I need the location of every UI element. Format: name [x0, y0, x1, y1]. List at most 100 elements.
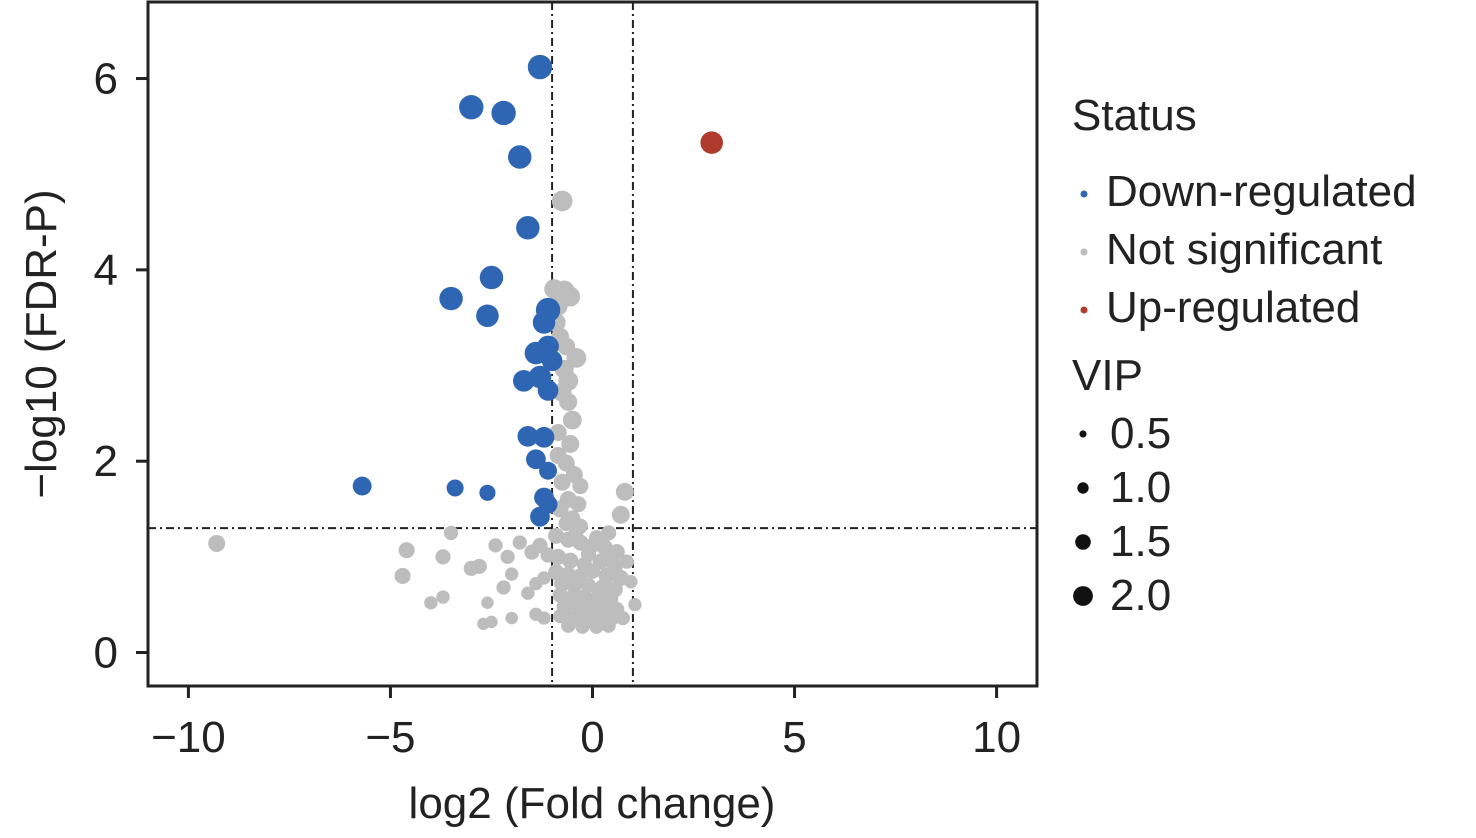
y-tick-label: 2: [94, 437, 118, 486]
point-not-significant: [575, 619, 590, 634]
legend-status-items: Down-regulated Not significant Up-regulate…: [1080, 167, 1417, 332]
point-not-significant: [580, 546, 597, 562]
point-down-regulated: [476, 304, 499, 328]
point-down-regulated: [446, 479, 464, 497]
point-down-regulated: [541, 350, 563, 372]
legend-status-title: Status: [1072, 91, 1197, 140]
point-not-significant: [628, 598, 642, 612]
legend-vip-dot: [1075, 534, 1091, 550]
point-not-significant: [624, 575, 638, 589]
y-axis: 0 2 4 6: [94, 55, 148, 678]
data-points: [208, 54, 723, 634]
x-tick-label: −5: [365, 713, 415, 762]
y-axis-title: −log10 (FDR-P): [17, 189, 66, 498]
point-up-regulated: [700, 131, 723, 154]
x-tick-label: −10: [151, 713, 226, 762]
point-not-significant: [500, 549, 515, 564]
legend: Status Down-regulated Not significant Up-r…: [1072, 91, 1417, 620]
point-not-significant: [471, 558, 487, 575]
point-not-significant: [552, 587, 568, 603]
point-down-regulated: [527, 54, 553, 80]
point-not-significant: [505, 567, 519, 581]
legend-swatch-down-regulated: [1080, 190, 1088, 198]
point-down-regulated: [526, 449, 546, 470]
point-not-significant: [435, 549, 451, 565]
legend-vip-dot: [1079, 430, 1087, 438]
point-not-significant: [554, 575, 571, 592]
point-down-regulated: [537, 380, 559, 401]
point-not-significant: [566, 577, 582, 594]
point-not-significant: [553, 473, 571, 491]
x-tick-label: 0: [580, 713, 604, 762]
legend-vip-label: 1.0: [1110, 463, 1171, 512]
point-not-significant: [589, 619, 604, 634]
point-down-regulated: [532, 311, 556, 334]
point-not-significant: [521, 586, 535, 600]
point-not-significant: [561, 618, 576, 633]
y-tick-label: 0: [94, 629, 118, 678]
point-not-significant: [588, 530, 605, 546]
point-not-significant: [566, 347, 587, 368]
point-not-significant: [601, 525, 617, 541]
point-down-regulated: [491, 100, 516, 126]
point-down-regulated: [479, 265, 504, 290]
legend-vip-dot: [1073, 586, 1093, 606]
point-down-regulated: [517, 425, 539, 447]
point-down-regulated: [352, 476, 372, 496]
legend-vip-label: 1.5: [1110, 517, 1171, 566]
point-not-significant: [562, 410, 582, 430]
point-not-significant: [548, 527, 565, 544]
point-not-significant: [603, 549, 619, 565]
legend-swatch-up-regulated: [1080, 306, 1088, 314]
point-down-regulated: [539, 461, 558, 480]
point-not-significant: [505, 611, 518, 625]
point-down-regulated: [479, 484, 496, 501]
point-not-significant: [611, 505, 630, 524]
point-not-significant: [615, 610, 630, 626]
point-not-significant: [561, 434, 580, 453]
point-not-significant: [551, 190, 573, 212]
point-not-significant: [537, 611, 551, 625]
legend-vip-items: 0.5 1.0 1.5 2.0: [1073, 409, 1171, 620]
x-tick-label: 5: [782, 713, 806, 762]
legend-label-up-regulated: Up-regulated: [1106, 283, 1360, 332]
point-not-significant: [568, 523, 584, 539]
y-tick-label: 6: [94, 55, 118, 104]
legend-vip-dot: [1077, 482, 1089, 494]
point-not-significant: [436, 590, 450, 604]
point-not-significant: [398, 542, 415, 559]
legend-swatch-not-significant: [1080, 248, 1088, 256]
point-down-regulated: [459, 95, 484, 120]
point-not-significant: [443, 525, 459, 541]
point-not-significant: [496, 580, 511, 595]
point-not-significant: [570, 496, 587, 513]
point-not-significant: [424, 596, 438, 610]
point-down-regulated: [508, 145, 532, 169]
legend-label-not-significant: Not significant: [1106, 225, 1382, 274]
point-down-regulated: [439, 286, 463, 311]
x-axis: −10 −5 0 5 10: [151, 686, 1021, 762]
x-tick-label: 10: [972, 713, 1021, 762]
y-tick-label: 4: [94, 246, 118, 295]
point-not-significant: [572, 478, 589, 495]
legend-vip-label: 2.0: [1110, 571, 1171, 620]
legend-label-down-regulated: Down-regulated: [1106, 167, 1417, 216]
point-down-regulated: [530, 506, 550, 527]
legend-vip-title: VIP: [1072, 351, 1143, 400]
point-not-significant: [584, 563, 601, 579]
point-not-significant: [550, 548, 567, 565]
point-not-significant: [208, 534, 226, 552]
point-not-significant: [481, 596, 494, 609]
x-axis-title: log2 (Fold change): [409, 779, 776, 828]
legend-vip-label: 0.5: [1110, 409, 1171, 458]
point-not-significant: [559, 392, 578, 411]
point-not-significant: [619, 554, 634, 569]
point-down-regulated: [516, 216, 540, 240]
point-not-significant: [512, 535, 527, 550]
point-not-significant: [562, 552, 579, 569]
point-not-significant: [537, 571, 551, 585]
point-not-significant: [601, 618, 616, 633]
point-not-significant: [488, 538, 503, 553]
point-not-significant: [394, 567, 411, 585]
